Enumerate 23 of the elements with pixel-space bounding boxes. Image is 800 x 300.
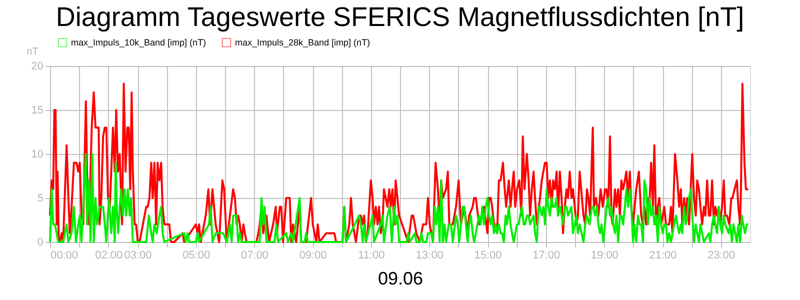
y-tick-label: 20	[31, 60, 44, 72]
y-tick-label: 15	[31, 104, 44, 116]
x-tick-label: 21:00	[649, 250, 677, 262]
x-tick-label: 02:00	[95, 250, 123, 262]
x-axis-title: 09.06	[378, 268, 424, 288]
legend-label: max_Impuls_10k_Band [imp] (nT)	[71, 38, 206, 48]
y-tick-label: 10	[31, 148, 44, 160]
y-tick-label: 5	[37, 192, 44, 204]
x-tick-label: 07:00	[240, 250, 268, 262]
x-tick-label: 09:00	[299, 250, 327, 262]
x-tick-label: 13:00	[416, 250, 444, 262]
x-tick-label: 00:00	[50, 250, 78, 262]
x-tick-label: 17:00	[532, 250, 560, 262]
x-tick-label: 11:00	[358, 250, 385, 262]
y-tick-label: 0	[37, 236, 44, 248]
x-tick-label: 15:00	[474, 250, 502, 262]
x-tick-label: 19:00	[590, 250, 618, 262]
x-tick-label: 03:00	[124, 250, 152, 262]
y-axis-title: nT	[26, 46, 38, 58]
x-tick-label: 05:00	[182, 250, 210, 262]
chart-title: Diagramm Tageswerte SFERICS Magnetflussdichten [nT]	[56, 2, 744, 32]
x-tick-label: 23:00	[708, 250, 736, 262]
legend-label: max_Impuls_28k_Band [imp] (nT)	[235, 38, 370, 48]
